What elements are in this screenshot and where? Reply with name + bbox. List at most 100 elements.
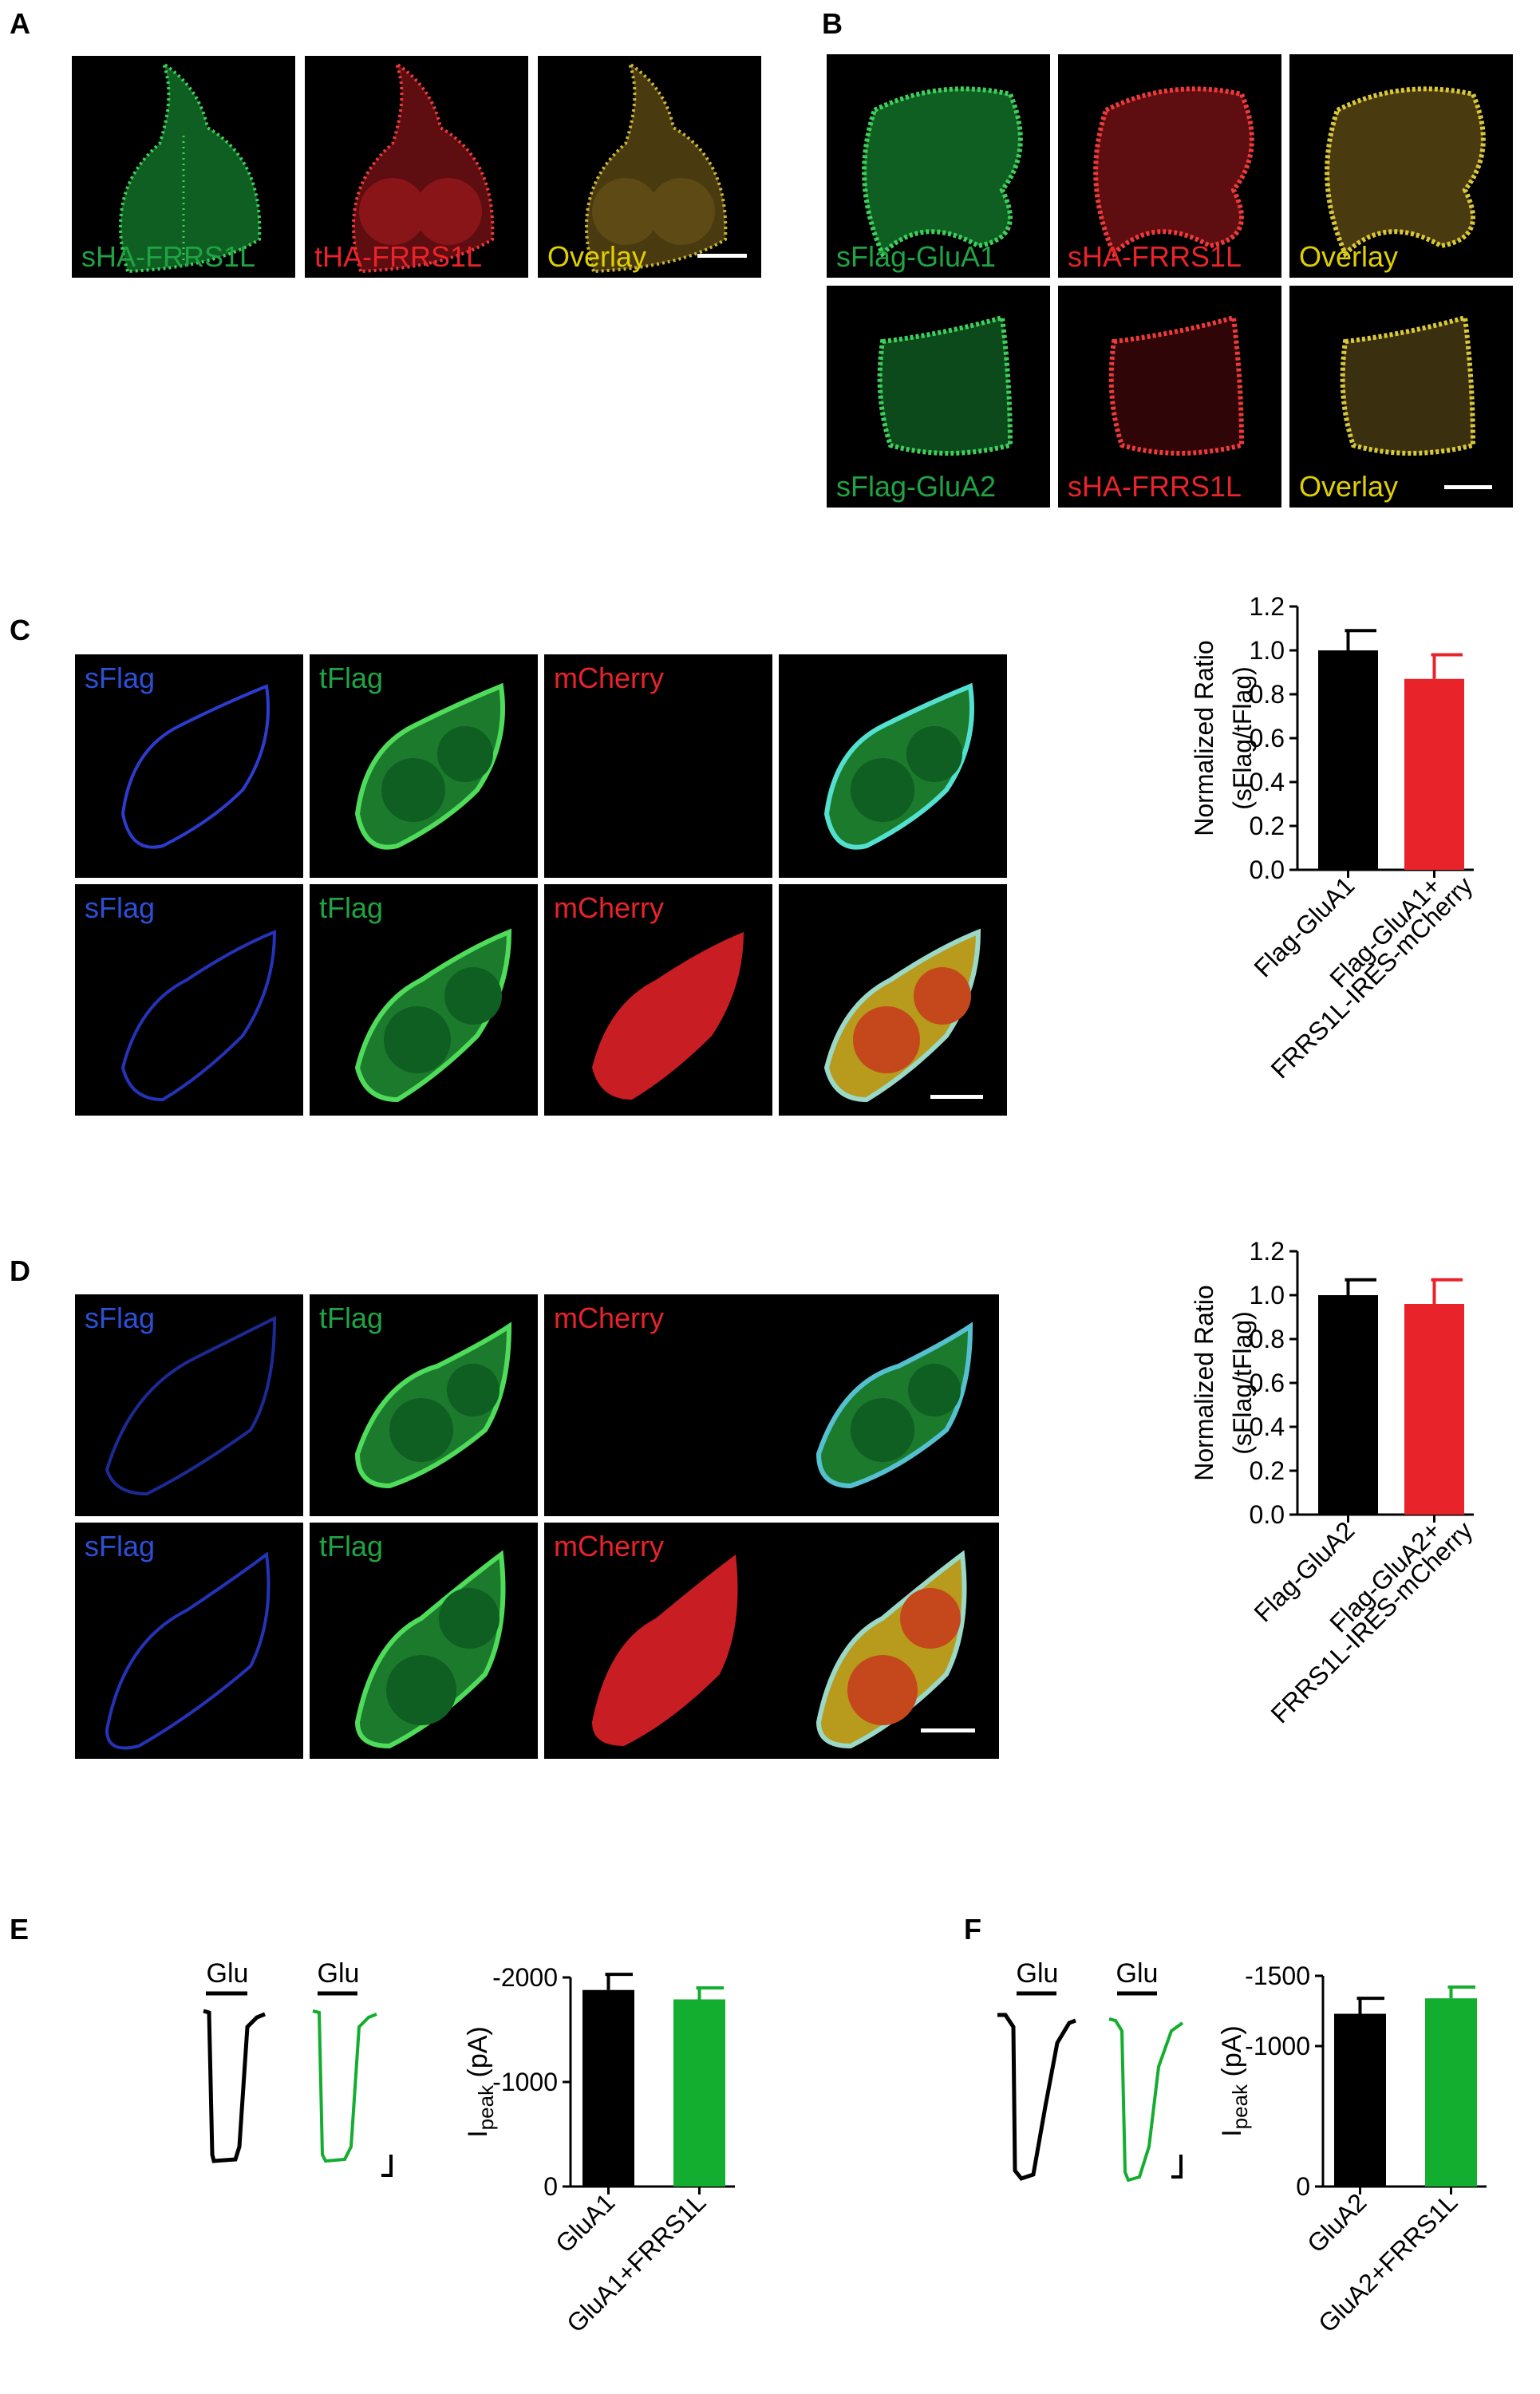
- label-c-r1-2: tFlag: [319, 662, 384, 694]
- label-d-r1-1: sFlag: [85, 1302, 156, 1334]
- panel-label-b: B: [822, 7, 843, 40]
- scale-bar-c: [930, 1095, 983, 1099]
- image-d-r1-overlay: [771, 1294, 999, 1516]
- label-d-r1-3: mCherry: [554, 1302, 665, 1334]
- ylabel-c-1: Normalized Ratio: [1190, 640, 1218, 836]
- image-d-r2-mcherry: mCherry: [544, 1523, 772, 1759]
- trace-e-glua1: [203, 2009, 266, 2163]
- label-b-r2-2: sHA-FRRS1L: [1068, 470, 1242, 503]
- label-b-r1-2: sHA-FRRS1L: [1068, 240, 1242, 273]
- bar-e-1: [673, 1999, 725, 2187]
- panel-label-f: F: [964, 1913, 981, 1946]
- ytick-label-c-0: 0.0: [1250, 855, 1285, 884]
- image-d-r2-sflag: sFlag: [75, 1523, 303, 1759]
- bar-d-0: [1318, 1295, 1378, 1515]
- image-c-r2-mcherry: mCherry: [544, 884, 772, 1116]
- ylabel-e: Ipeak (pA): [463, 2026, 498, 2138]
- image-a-green: sHA-FRRS1L: [72, 56, 295, 278]
- label-d-r2-2: tFlag: [319, 1530, 384, 1562]
- panel-label-e: E: [10, 1913, 30, 1946]
- ytick-label-d-6: 1.2: [1250, 1237, 1285, 1266]
- bar-e-0: [582, 1989, 634, 2187]
- image-c-r1-overlay: [779, 654, 1007, 878]
- label-b-r1-3: Overlay: [1299, 240, 1399, 273]
- label-b-r1-1: sFlag-GluA1: [836, 240, 997, 273]
- glu-label-f-2: Glu: [1116, 1958, 1159, 1989]
- category-label-e-0-0: GluA1: [550, 2187, 620, 2258]
- ytick-label-d-3: 0.6: [1250, 1369, 1285, 1397]
- trace-f-glua2-frrs1l: [1108, 2017, 1184, 2183]
- category-label-d-1-1: FRRS1L-IRES-mCherry: [1266, 1515, 1479, 1728]
- image-b-r1-green: sFlag-GluA1: [827, 54, 1050, 278]
- ytick-label-c-3: 0.6: [1250, 724, 1285, 753]
- ytick-label-c-2: 0.4: [1250, 768, 1285, 796]
- bar-d-1: [1404, 1304, 1464, 1515]
- trace-f-glua2: [997, 2013, 1076, 2181]
- category-label-c-1-1: FRRS1L-IRES-mCherry: [1266, 871, 1479, 1084]
- label-d-r1-2: tFlag: [319, 1302, 384, 1334]
- ytick-label-d-4: 0.8: [1250, 1325, 1285, 1353]
- ytick-label-c-1: 0.2: [1250, 812, 1285, 840]
- label-a-1: sHA-FRRS1L: [81, 240, 256, 273]
- ytick-label-f-0: 0: [1296, 2172, 1310, 2201]
- image-c-r1-sflag: sFlag: [75, 654, 303, 878]
- scale-bar-a: [697, 254, 747, 258]
- image-b-r1-red: sHA-FRRS1L: [1058, 54, 1281, 278]
- scale-bar-b: [1444, 485, 1492, 489]
- image-d-r1-tflag: tFlag: [310, 1294, 538, 1516]
- label-c-r2-3: mCherry: [554, 891, 665, 924]
- label-d-r2-3: mCherry: [554, 1530, 665, 1562]
- ytick-label-c-4: 0.8: [1250, 680, 1285, 709]
- label-b-r2-3: Overlay: [1299, 470, 1399, 503]
- bar-f-0: [1334, 2013, 1386, 2187]
- ytick-label-f-1: -1000: [1245, 2032, 1310, 2060]
- label-c-r2-1: sFlag: [85, 891, 156, 924]
- ylabel-f: Ipeak (pA): [1217, 2025, 1252, 2137]
- ytick-label-d-5: 1.0: [1250, 1281, 1285, 1310]
- label-c-r1-1: sFlag: [85, 662, 156, 694]
- label-d-r2-1: sFlag: [85, 1530, 156, 1562]
- trace-e-glua1-frrs1l: [312, 2009, 377, 2163]
- image-c-r1-tflag: tFlag: [310, 654, 538, 878]
- image-b-r2-green: sFlag-GluA2: [827, 286, 1050, 508]
- ylabel-d-1: Normalized Ratio: [1190, 1285, 1218, 1480]
- image-c-r1-mcherry: mCherry: [544, 654, 772, 878]
- category-label-f-0-0: GluA2: [1301, 2187, 1372, 2258]
- image-a-red: tHA-FRRS1L: [305, 56, 528, 278]
- bar-c-1: [1404, 678, 1464, 870]
- panel-label-d: D: [10, 1254, 30, 1287]
- ytick-label-d-2: 0.4: [1250, 1412, 1285, 1441]
- label-b-r2-1: sFlag-GluA2: [836, 470, 997, 503]
- ytick-label-e-2: -2000: [492, 1963, 558, 1992]
- glu-label-e-1: Glu: [207, 1958, 249, 1989]
- glu-label-f-1: Glu: [1017, 1958, 1059, 1989]
- label-a-2: tHA-FRRS1L: [314, 240, 483, 273]
- scale-bar-trace-f: [1171, 2155, 1183, 2179]
- label-c-r1-3: mCherry: [554, 662, 665, 694]
- glu-label-e-2: Glu: [318, 1958, 360, 1989]
- image-c-r2-overlay: [779, 884, 1007, 1116]
- scale-bar-trace-e: [381, 2155, 393, 2177]
- image-b-r2-overlay: Overlay: [1289, 286, 1513, 508]
- image-c-r2-sflag: sFlag: [75, 884, 303, 1116]
- scale-bar-d: [921, 1728, 975, 1732]
- ytick-label-f-2: -1500: [1245, 1961, 1310, 1990]
- image-b-r1-overlay: Overlay: [1289, 54, 1513, 278]
- bar-f-1: [1425, 1998, 1477, 2187]
- ytick-label-d-1: 0.2: [1250, 1456, 1285, 1485]
- image-d-r1-mcherry: mCherry: [544, 1294, 772, 1516]
- image-c-r2-tflag: tFlag: [310, 884, 538, 1116]
- ytick-label-e-1: -1000: [492, 2068, 558, 2096]
- ytick-label-c-5: 1.0: [1250, 636, 1285, 665]
- panel-label-c: C: [10, 614, 30, 646]
- image-d-r2-overlay: [771, 1523, 999, 1759]
- label-c-r2-2: tFlag: [319, 891, 384, 924]
- ylabel-c-2: (sFlag/tFlag): [1228, 666, 1257, 810]
- image-b-r2-red: sHA-FRRS1L: [1058, 286, 1281, 508]
- image-d-r1-sflag: sFlag: [75, 1294, 303, 1516]
- ylabel-d-2: (sFlag/tFlag): [1228, 1311, 1257, 1455]
- bar-c-0: [1318, 650, 1378, 870]
- ytick-label-e-0: 0: [543, 2172, 558, 2201]
